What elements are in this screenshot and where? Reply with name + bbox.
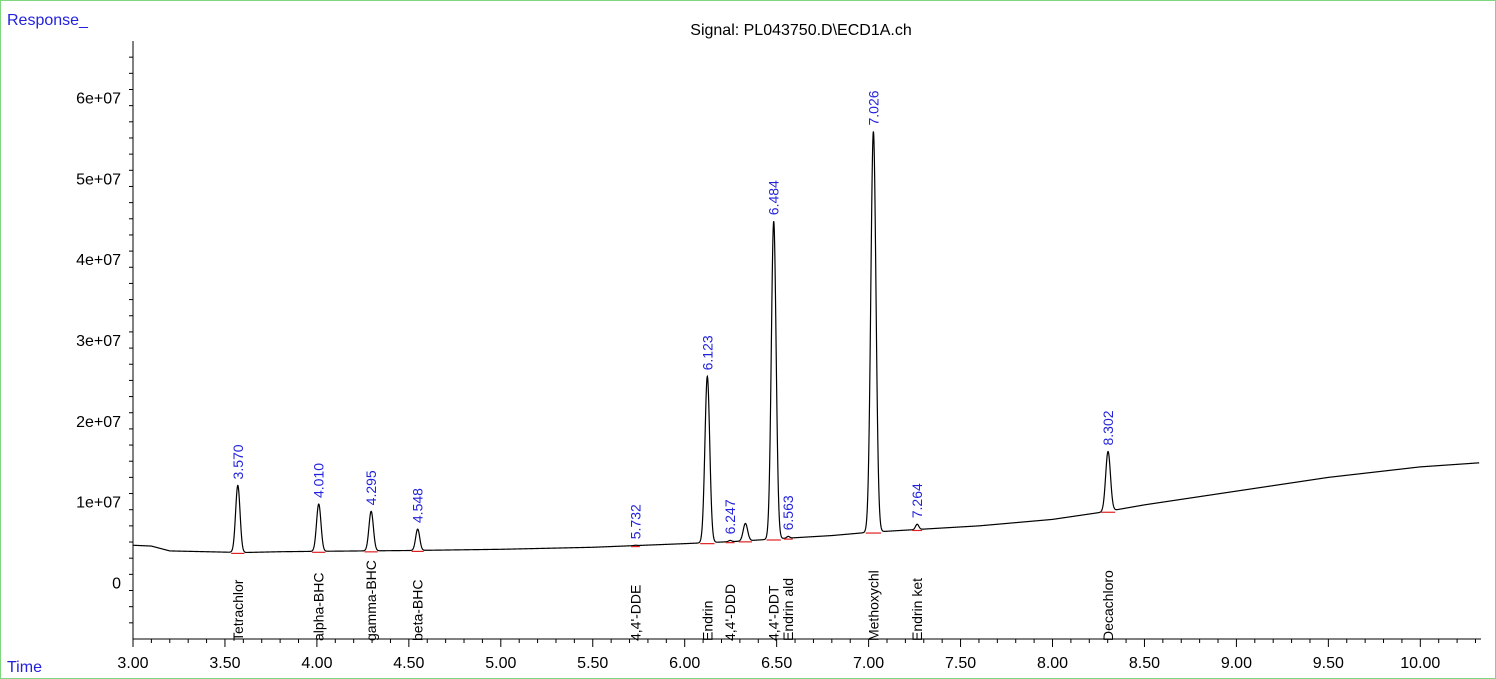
x-tick-label: 9.00 xyxy=(1221,655,1252,672)
peak-rt-label: 7.026 xyxy=(865,90,881,125)
trace-layer xyxy=(132,131,1480,555)
y-tick-label: 5e+07 xyxy=(76,171,121,188)
peak-compound-label: 4,4'-DDT xyxy=(766,585,782,641)
peak-rt-label: 6.563 xyxy=(780,495,796,530)
signal-trace xyxy=(132,131,1480,554)
y-tick-label: 0 xyxy=(112,575,121,592)
peak-rt-label: 8.302 xyxy=(1100,410,1116,445)
x-tick-label: 7.50 xyxy=(945,655,976,672)
peak-rt-label: 7.264 xyxy=(909,483,925,518)
peak-rt-label: 4.010 xyxy=(311,463,327,498)
chart-title: Signal: PL043750.D\ECD1A.ch xyxy=(690,22,911,39)
x-tick-label: 8.50 xyxy=(1129,655,1160,672)
peak-rt-label: 6.123 xyxy=(699,335,715,370)
x-tick-label: 6.50 xyxy=(761,655,792,672)
x-tick-label: 6.00 xyxy=(669,655,700,672)
peak-compound-label: beta-BHC xyxy=(410,580,426,641)
y-tick-label: 6e+07 xyxy=(76,91,121,108)
x-tick-label: 5.50 xyxy=(577,655,608,672)
peak-compound-label: Endrin xyxy=(699,601,715,641)
y-tick-label: 1e+07 xyxy=(76,495,121,512)
label-layer: 3.570 Tetrachlor 4.010 alpha-BHC 4.295 gamma-… xyxy=(230,90,1116,641)
x-tick-label: 4.50 xyxy=(393,655,424,672)
x-tick-label: 4.00 xyxy=(301,655,332,672)
peak-rt-label: 4.295 xyxy=(363,470,379,505)
x-tick-label: 9.50 xyxy=(1313,655,1344,672)
peak-rt-label: 6.247 xyxy=(722,499,738,534)
peak-rt-label: 4.548 xyxy=(410,488,426,523)
y-axis-label: Response_ xyxy=(7,12,89,29)
peak-compound-label: 4,4'-DDD xyxy=(722,584,738,641)
y-tick-label: 4e+07 xyxy=(76,252,121,269)
peak-rt-label: 6.484 xyxy=(766,180,782,215)
y-tick-label: 3e+07 xyxy=(76,333,121,350)
x-tick-label: 5.00 xyxy=(485,655,516,672)
x-tick-label: 7.00 xyxy=(853,655,884,672)
peak-rt-label: 3.570 xyxy=(230,444,246,479)
peak-compound-label: 4,4'-DDE xyxy=(627,585,643,641)
peak-compound-label: Tetrachlor xyxy=(230,579,246,641)
peak-compound-label: gamma-BHC xyxy=(363,560,379,641)
peak-compound-label: Endrin ald xyxy=(780,578,796,641)
peak-compound-label: Methoxychl xyxy=(865,570,881,641)
x-axis-label: Time xyxy=(7,659,42,676)
peak-rt-label: 5.732 xyxy=(627,504,643,539)
x-tick-label: 3.00 xyxy=(117,655,148,672)
axes: 3.00 3.50 4.00 4.50 5.00 5.50 6.00 6.50 7.00 7.50… xyxy=(76,41,1481,672)
x-tick-label: 10.00 xyxy=(1400,655,1440,672)
peak-compound-label: Decachloro xyxy=(1100,570,1116,641)
peak-compound-label: Endrin ket xyxy=(909,578,925,641)
peak-compound-label: alpha-BHC xyxy=(311,573,327,641)
x-tick-label: 3.50 xyxy=(209,655,240,672)
y-tick-label: 2e+07 xyxy=(76,414,121,431)
x-tick-label: 8.00 xyxy=(1037,655,1068,672)
